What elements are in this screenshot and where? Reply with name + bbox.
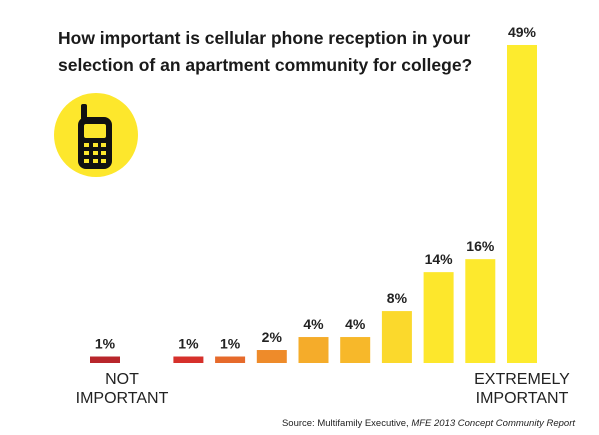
- bar: [215, 356, 246, 363]
- bar: [90, 356, 120, 363]
- value-label: 1%: [178, 336, 199, 352]
- bar: [298, 337, 329, 363]
- value-label: 49%: [508, 24, 537, 40]
- bar: [256, 350, 287, 363]
- source-italic: MFE 2013 Concept Community Report: [411, 418, 575, 429]
- bar: [340, 337, 371, 363]
- source-text: Source: Multifamily Executive,: [281, 418, 412, 429]
- value-label: 4%: [345, 316, 366, 332]
- source: Source: Multifamily Executive, MFE 2013 …: [282, 418, 575, 429]
- value-label: 2%: [262, 329, 283, 345]
- chart-title: How important is cellular phone receptio…: [58, 28, 473, 75]
- x-tick-label: EXTREMELY IMPORTANT: [474, 371, 570, 407]
- value-label: 4%: [303, 316, 324, 332]
- value-label: 1%: [220, 336, 241, 352]
- bar: [507, 44, 537, 364]
- value-label: 8%: [387, 290, 408, 306]
- bar: [465, 259, 496, 363]
- x-tick-label: NOT IMPORTANT: [75, 371, 169, 407]
- bar: [173, 356, 204, 363]
- value-label: 16%: [466, 238, 495, 254]
- value-label: 1%: [95, 336, 116, 352]
- bar: [423, 272, 454, 363]
- bar: [381, 311, 412, 363]
- value-label: 14%: [425, 251, 454, 267]
- phone-icon: [78, 104, 112, 169]
